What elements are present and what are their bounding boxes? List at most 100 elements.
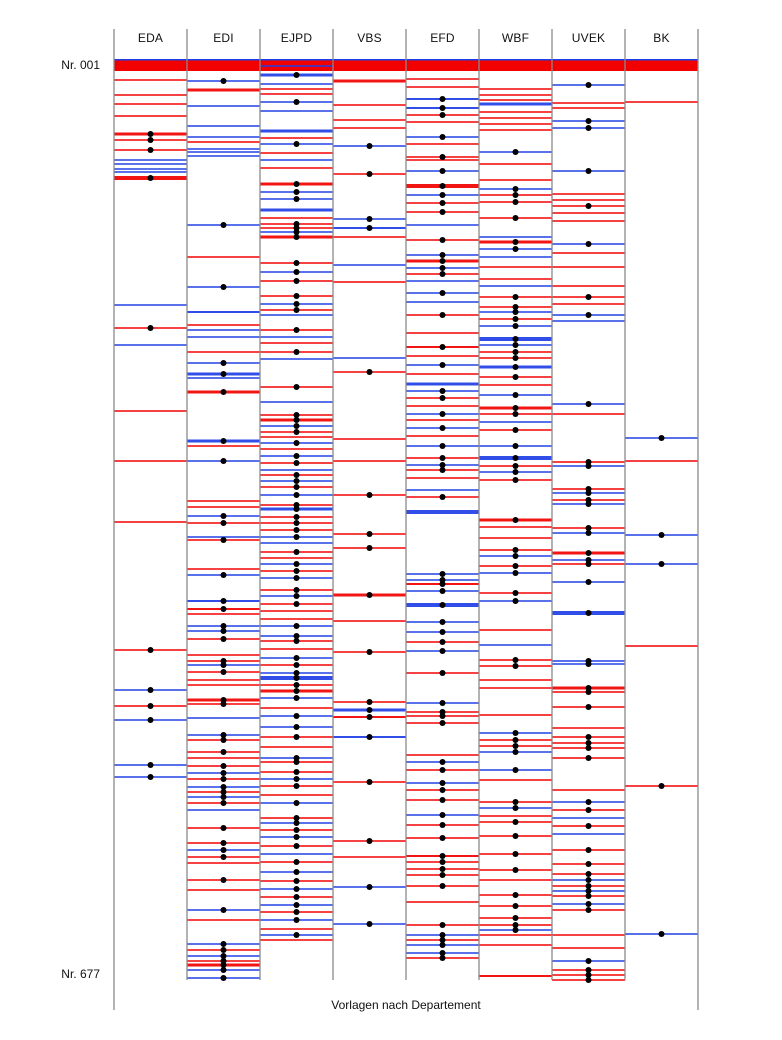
document-line [552, 212, 625, 214]
document-line [479, 526, 552, 528]
marker-dot [147, 137, 154, 143]
document-line [625, 101, 698, 103]
marker-dot [366, 531, 373, 537]
document-line [187, 757, 260, 759]
marker-dot [366, 699, 373, 705]
marker-dot [585, 490, 592, 496]
document-line [187, 105, 260, 107]
marker-dot [512, 323, 519, 329]
marker-dot [293, 549, 300, 555]
document-line [260, 152, 333, 154]
marker-dot [585, 550, 592, 556]
marker-dot [439, 237, 446, 243]
document-line [260, 469, 333, 471]
marker-dot [585, 847, 592, 853]
marker-dot [366, 216, 373, 222]
marker-dot [439, 932, 446, 938]
marker-dot [512, 563, 519, 569]
marker-dot [512, 443, 519, 449]
document-line [333, 438, 406, 440]
marker-dot [147, 703, 154, 709]
marker-dot [512, 915, 519, 921]
marker-dot [439, 105, 446, 111]
marker-dot [366, 649, 373, 655]
marker-dot [585, 610, 592, 616]
document-line [552, 947, 625, 949]
column-header-bk: BK [653, 31, 670, 45]
marker-dot [293, 886, 300, 892]
document-line [114, 344, 187, 346]
marker-dot [439, 922, 446, 928]
marker-dot [439, 648, 446, 654]
marker-dot [220, 749, 227, 755]
marker-dot [220, 967, 227, 973]
marker-dot [439, 872, 446, 878]
marker-dot [293, 655, 300, 661]
marker-dot [293, 688, 300, 694]
document-line [552, 934, 625, 936]
marker-dot [293, 492, 300, 498]
marker-dot [293, 623, 300, 629]
document-line [187, 125, 260, 127]
marker-dot [439, 797, 446, 803]
document-line [260, 208, 333, 212]
marker-dot [439, 265, 446, 271]
document-line [479, 179, 552, 181]
marker-dot [366, 921, 373, 927]
document-line [187, 809, 260, 811]
marker-dot [585, 530, 592, 536]
document-line [260, 336, 333, 338]
document-line [114, 115, 187, 117]
document-line [406, 435, 479, 437]
marker-dot [512, 927, 519, 933]
marker-dot [512, 392, 519, 398]
marker-dot [220, 662, 227, 668]
marker-dot [585, 501, 592, 507]
document-line [260, 939, 333, 941]
marker-dot [293, 229, 300, 235]
marker-dot [585, 168, 592, 174]
document-line [333, 127, 406, 129]
marker-dot [585, 525, 592, 531]
marker-dot [220, 776, 227, 782]
column-dividers [113, 29, 699, 1010]
marker-dot [293, 520, 300, 526]
marker-dot [293, 429, 300, 435]
marker-dot [585, 907, 592, 913]
marker-dot [293, 859, 300, 865]
marker-dot [512, 239, 519, 245]
column-header-ejpd: EJPD [280, 31, 313, 45]
marker-dot [512, 186, 519, 192]
marker-dot [220, 947, 227, 953]
document-line [552, 303, 625, 305]
document-line [479, 944, 552, 946]
document-line [187, 336, 260, 338]
marker-dot [585, 740, 592, 746]
document-line [114, 460, 187, 462]
document-line [479, 129, 552, 131]
marker-dot [220, 877, 227, 883]
marker-dot [439, 494, 446, 500]
marker-dot [293, 72, 300, 78]
column-header-uvek: UVEK [571, 31, 606, 45]
marker-dot [293, 662, 300, 668]
marker-dot [512, 342, 519, 348]
marker-dot [293, 776, 300, 782]
document-line [260, 746, 333, 748]
marker-dot [366, 143, 373, 149]
marker-dot [220, 628, 227, 634]
marker-dot [220, 606, 227, 612]
marker-dot [512, 743, 519, 749]
document-line [260, 401, 333, 403]
marker-dot [147, 325, 154, 331]
marker-dot [439, 759, 446, 765]
document-line [479, 934, 552, 936]
document-line [552, 320, 625, 322]
marker-dot [293, 534, 300, 540]
marker-dot [366, 838, 373, 844]
marker-dot [585, 807, 592, 813]
marker-dot [439, 200, 446, 206]
document-line [552, 817, 625, 819]
document-line [114, 159, 187, 161]
marker-dot [512, 304, 519, 310]
